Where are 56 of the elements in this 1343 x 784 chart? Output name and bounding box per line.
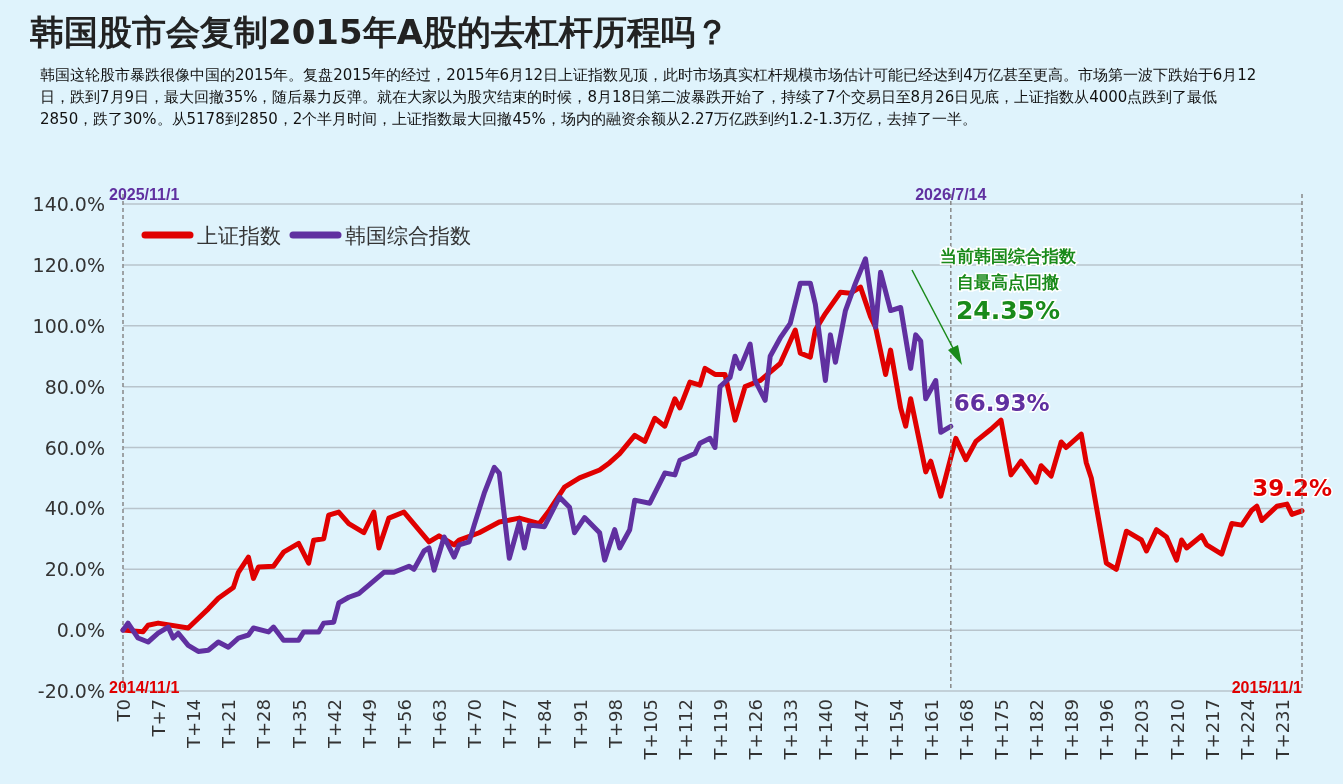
x-tick-label: T+105	[639, 699, 661, 761]
x-tick-label: T+77	[499, 699, 521, 749]
x-tick-label: T+175	[990, 699, 1012, 761]
y-tick-label: 100.0%	[32, 314, 105, 337]
annotation: 自最高点回撤	[957, 272, 1059, 292]
annotation: 24.35%	[955, 296, 1061, 325]
x-tick-label: T+133	[780, 699, 802, 761]
data-label: 66.93%	[953, 390, 1050, 417]
x-tick-label: T+21	[218, 699, 240, 749]
x-tick-label: T+182	[1026, 699, 1048, 761]
x-tick-label: T+42	[323, 699, 345, 749]
x-tick-label: T+161	[920, 699, 942, 761]
x-tick-label: T+91	[569, 699, 591, 749]
annotation: 2015/11/1	[1231, 679, 1303, 696]
legend-label: 上证指数	[197, 224, 281, 248]
x-tick-label: T+28	[253, 699, 275, 749]
x-tick-label: T+231	[1271, 699, 1293, 761]
x-tick-label: T0	[113, 699, 134, 723]
annotation: 2014/11/1	[109, 679, 180, 696]
x-tick-label: T+112	[674, 699, 696, 761]
x-tick-label: T+56	[393, 699, 415, 749]
y-tick-label: 60.0%	[44, 436, 105, 459]
text: 2026/7/14	[915, 186, 987, 203]
x-tick-label: T+126	[745, 699, 767, 761]
x-tick-label: T+154	[885, 699, 907, 761]
x-tick-label: T+224	[1236, 699, 1258, 761]
text: 2025/11/1	[109, 186, 180, 203]
annotation: 当前韩国综合指数	[940, 246, 1077, 266]
x-tick-label: T+7	[148, 699, 170, 738]
chart-title: 韩国股市会复制2015年A股的去杠杆历程吗？	[30, 11, 729, 54]
x-tick-label: T+35	[288, 699, 310, 749]
x-tick-label: T+147	[850, 699, 872, 761]
x-tick-label: T+63	[429, 699, 451, 749]
x-tick-label: T+196	[1096, 699, 1118, 761]
y-tick-label: 80.0%	[44, 375, 105, 398]
legend-label: 韩国综合指数	[345, 224, 471, 248]
x-tick-label: T+70	[464, 699, 486, 749]
chart-subtitle: 韩国这轮股市暴跌很像中国的2015年。复盘2015年的经过，2015年6月12日上证指数见顶，此时市场真实杠杆规模市场估计可能已经达到4万亿甚至更高。市场第一波下跌始于6月12日，跌到7月9日，最大回撤35%，随后暴力反弹。就在大家以为股灾结束的时候，8月18日第二波暴跌开始了，持续了7个交易日至8月26日见底，上证指数从4000点跌到了最低2850，跌了30%。从5178到2850，2个半月时间，上证指数最大回撤45%，场内的融资余额从2.27万亿跌到约1.2-1.3万亿，去掉了一半。	[40, 65, 1258, 130]
x-tick-label: T+189	[1061, 699, 1083, 761]
x-tick-label: T+210	[1166, 699, 1188, 761]
x-tick-label: T+168	[955, 699, 977, 761]
x-tick-label: T+119	[710, 699, 732, 761]
x-tick-label: T+203	[1131, 699, 1153, 761]
y-tick-label: -20.0%	[37, 680, 105, 702]
x-tick-label: T+217	[1201, 699, 1223, 761]
x-tick-label: T+49	[358, 699, 380, 749]
x-tick-label: T+98	[604, 699, 626, 749]
y-tick-label: 20.0%	[44, 558, 105, 581]
x-tick-label: T+84	[534, 699, 556, 749]
x-tick-label: T+14	[183, 699, 205, 749]
y-tick-label: 140.0%	[32, 193, 105, 215]
x-tick-label: T+140	[815, 699, 837, 761]
y-tick-label: 40.0%	[44, 497, 105, 520]
y-tick-label: 120.0%	[32, 253, 105, 276]
data-label: 39.2%	[1252, 474, 1332, 501]
y-tick-label: 0.0%	[56, 619, 105, 642]
